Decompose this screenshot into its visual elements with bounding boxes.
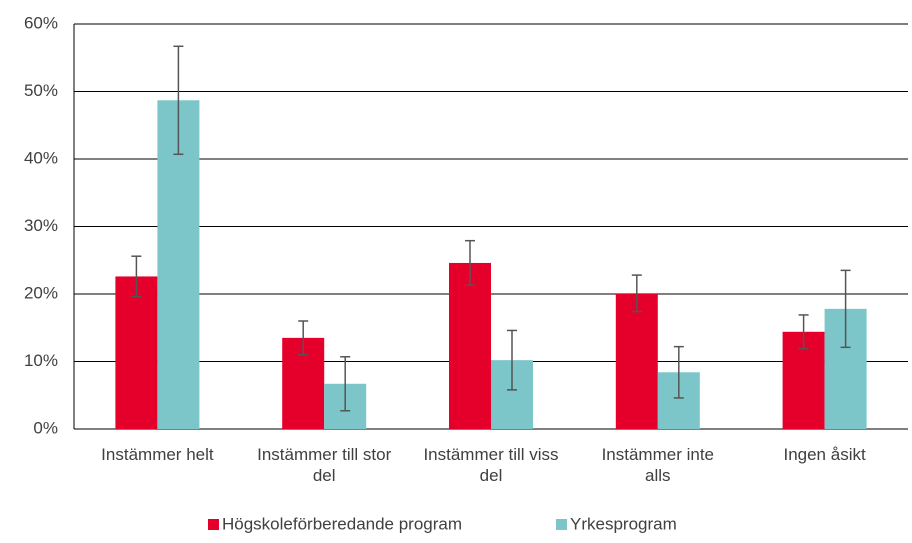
bar	[115, 276, 158, 429]
legend-swatch	[208, 519, 219, 530]
legend-swatch	[556, 519, 567, 530]
x-tick-label: Instämmer helt	[101, 445, 214, 464]
y-tick-label: 50%	[24, 81, 58, 100]
legend-label: Yrkesprogram	[570, 514, 677, 533]
y-tick-label: 40%	[24, 148, 58, 167]
x-tick-label: Instämmer till viss del	[423, 445, 559, 485]
y-tick-label: 10%	[24, 351, 58, 370]
x-tick-label: Instämmer inte alls	[601, 445, 715, 485]
bar	[449, 262, 491, 429]
bar	[615, 293, 658, 429]
legend-label: Högskoleförberedande program	[222, 514, 462, 533]
y-tick-label: 0%	[33, 418, 58, 437]
x-tick-label: Ingen åsikt	[783, 445, 866, 464]
y-tick-label: 30%	[24, 216, 58, 235]
y-tick-label: 60%	[24, 13, 58, 32]
y-tick-label: 20%	[24, 283, 58, 302]
bar	[157, 100, 200, 430]
x-tick-label: Instämmer till stor del	[257, 445, 392, 485]
